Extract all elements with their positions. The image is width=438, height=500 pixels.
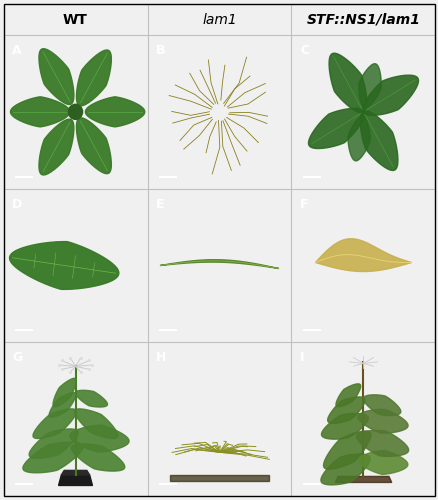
Polygon shape bbox=[11, 97, 70, 127]
Polygon shape bbox=[356, 430, 408, 456]
Polygon shape bbox=[33, 409, 76, 438]
Polygon shape bbox=[70, 425, 129, 452]
Polygon shape bbox=[358, 450, 407, 474]
Polygon shape bbox=[361, 75, 417, 116]
Text: F: F bbox=[299, 198, 307, 210]
Polygon shape bbox=[321, 414, 367, 439]
Polygon shape bbox=[75, 390, 107, 407]
Text: G: G bbox=[12, 352, 22, 364]
Polygon shape bbox=[76, 50, 111, 106]
Text: I: I bbox=[299, 352, 304, 364]
Polygon shape bbox=[39, 48, 74, 104]
Polygon shape bbox=[308, 108, 364, 148]
Text: lam1: lam1 bbox=[201, 12, 237, 26]
Polygon shape bbox=[10, 242, 119, 290]
Text: H: H bbox=[155, 352, 166, 364]
Polygon shape bbox=[170, 475, 268, 481]
Polygon shape bbox=[315, 238, 410, 272]
Polygon shape bbox=[71, 444, 124, 471]
Polygon shape bbox=[39, 119, 74, 175]
Polygon shape bbox=[49, 392, 76, 417]
Polygon shape bbox=[347, 116, 369, 161]
Polygon shape bbox=[74, 409, 118, 438]
Text: STF::NS1/lam1: STF::NS1/lam1 bbox=[306, 12, 420, 26]
Polygon shape bbox=[357, 410, 407, 433]
Polygon shape bbox=[85, 97, 145, 127]
Polygon shape bbox=[335, 476, 391, 482]
Polygon shape bbox=[359, 110, 397, 170]
Text: E: E bbox=[155, 198, 164, 210]
Polygon shape bbox=[61, 470, 89, 475]
Polygon shape bbox=[323, 431, 370, 470]
Text: WT: WT bbox=[63, 12, 88, 26]
Polygon shape bbox=[23, 442, 83, 473]
Polygon shape bbox=[29, 429, 78, 458]
Polygon shape bbox=[335, 384, 360, 406]
Polygon shape bbox=[53, 378, 76, 407]
Text: B: B bbox=[155, 44, 165, 57]
Circle shape bbox=[68, 104, 82, 120]
Polygon shape bbox=[320, 454, 369, 485]
Polygon shape bbox=[58, 475, 92, 486]
Text: D: D bbox=[12, 198, 22, 210]
Polygon shape bbox=[327, 397, 364, 423]
Polygon shape bbox=[328, 53, 366, 113]
Polygon shape bbox=[76, 118, 111, 174]
Text: C: C bbox=[299, 44, 308, 57]
Polygon shape bbox=[363, 395, 400, 415]
Polygon shape bbox=[358, 64, 380, 108]
Polygon shape bbox=[160, 260, 278, 268]
Text: A: A bbox=[12, 44, 21, 57]
